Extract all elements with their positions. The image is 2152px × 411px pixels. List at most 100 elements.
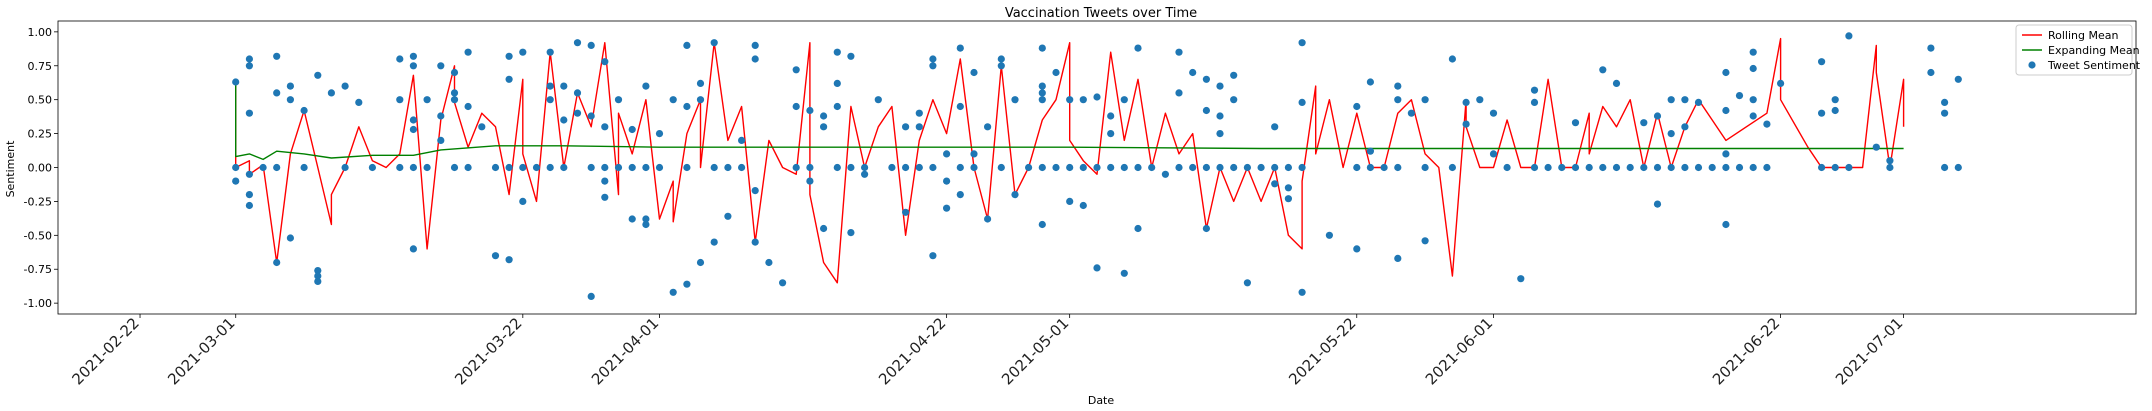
y-tick-label: 0.25 <box>28 128 53 141</box>
scatter-point <box>1202 75 1210 83</box>
scatter-point <box>1230 96 1238 104</box>
scatter-point <box>1093 264 1101 272</box>
scatter-point <box>820 112 828 120</box>
scatter-point <box>259 163 267 172</box>
scatter-point <box>1462 120 1470 128</box>
scatter-point <box>1722 106 1730 115</box>
scatter-point <box>437 136 445 144</box>
scatter-point <box>614 96 623 104</box>
scatter-point <box>1941 98 1949 106</box>
scatter-point <box>1558 163 1566 172</box>
scatter-point <box>1503 163 1511 172</box>
scatter-point <box>902 123 910 131</box>
scatter-point <box>1886 157 1894 165</box>
scatter-point <box>409 163 417 172</box>
scatter-point <box>1681 163 1689 172</box>
scatter-point <box>1202 106 1210 115</box>
scatter-point <box>751 187 759 195</box>
scatter-point <box>1448 163 1456 172</box>
scatter-point <box>1722 150 1730 158</box>
scatter-point <box>1243 279 1251 287</box>
scatter-point <box>861 170 869 178</box>
scatter-point <box>833 48 841 56</box>
scatter-point <box>1722 220 1730 229</box>
scatter-point <box>1298 39 1306 47</box>
scatter-point <box>806 163 814 172</box>
scatter-point <box>245 201 253 210</box>
scatter-point <box>655 163 664 172</box>
scatter-point <box>956 102 964 111</box>
scatter-point <box>915 109 923 117</box>
scatter-point <box>1722 163 1730 172</box>
scatter-point <box>1653 112 1662 120</box>
scatter-point <box>450 163 459 172</box>
legend-expanding-mean-label: Expanding Mean <box>2048 44 2140 57</box>
scatter-point <box>1571 163 1580 172</box>
scatter-point <box>956 44 964 52</box>
scatter-point <box>820 224 828 233</box>
scatter-point <box>300 106 308 115</box>
scatter-point <box>1038 96 1046 104</box>
y-tick-label: 0.50 <box>28 94 53 107</box>
scatter-point <box>1038 163 1046 172</box>
scatter-point <box>1120 163 1128 172</box>
scatter-point <box>437 112 445 120</box>
scatter-point <box>314 267 322 275</box>
scatter-point <box>614 163 623 172</box>
scatter-point <box>683 41 691 50</box>
scatter-point <box>915 123 923 131</box>
scatter-point <box>286 234 294 242</box>
scatter-point <box>601 193 609 201</box>
scatter-point <box>833 163 841 172</box>
scatter-point <box>915 163 923 172</box>
scatter-point <box>1038 89 1046 97</box>
scatter-point <box>1599 163 1607 172</box>
scatter-point <box>560 82 568 90</box>
scatter-point <box>806 177 814 185</box>
scatter-point <box>1284 163 1292 172</box>
scatter-point <box>1749 112 1757 120</box>
scatter-point <box>423 96 431 104</box>
scatter-point <box>929 163 937 172</box>
scatter-point <box>464 163 472 172</box>
scatter-point <box>1366 163 1374 172</box>
scatter-point <box>984 123 992 131</box>
scatter-point <box>232 163 240 172</box>
scatter-point <box>1271 180 1279 188</box>
scatter-point <box>1763 120 1771 128</box>
scatter-point <box>1681 123 1689 131</box>
scatter-point <box>1749 48 1757 56</box>
scatter-point <box>601 163 609 172</box>
scatter-point <box>847 163 855 172</box>
scatter-point <box>1448 55 1456 63</box>
scatter-point <box>929 252 937 260</box>
scatter-point <box>1175 48 1183 56</box>
scatter-point <box>820 123 828 131</box>
scatter-point <box>1667 96 1675 104</box>
scatter-point <box>1038 220 1046 229</box>
scatter-point <box>505 256 513 264</box>
scatter-point <box>696 258 705 267</box>
scatter-point <box>997 55 1005 63</box>
scatter-point <box>273 52 281 60</box>
scatter-point <box>1694 98 1703 106</box>
scatter-point <box>327 89 335 97</box>
scatter-point <box>683 163 691 172</box>
scatter-point <box>1394 82 1402 90</box>
scatter-point <box>943 150 951 158</box>
scatter-point <box>1749 96 1757 104</box>
scatter-point <box>1161 170 1169 178</box>
scatter-point <box>1941 163 1949 172</box>
scatter-point <box>560 116 568 124</box>
scatter-point <box>1366 147 1374 155</box>
scatter-point <box>833 102 841 111</box>
scatter-point <box>450 96 459 104</box>
scatter-point <box>601 58 609 66</box>
scatter-point <box>628 163 636 172</box>
scatter-point <box>601 177 609 185</box>
scatter-point <box>1640 119 1648 127</box>
scatter-point <box>573 89 582 97</box>
scatter-point <box>1011 96 1019 104</box>
scatter-point <box>1066 96 1074 104</box>
scatter-point <box>1954 163 1962 172</box>
